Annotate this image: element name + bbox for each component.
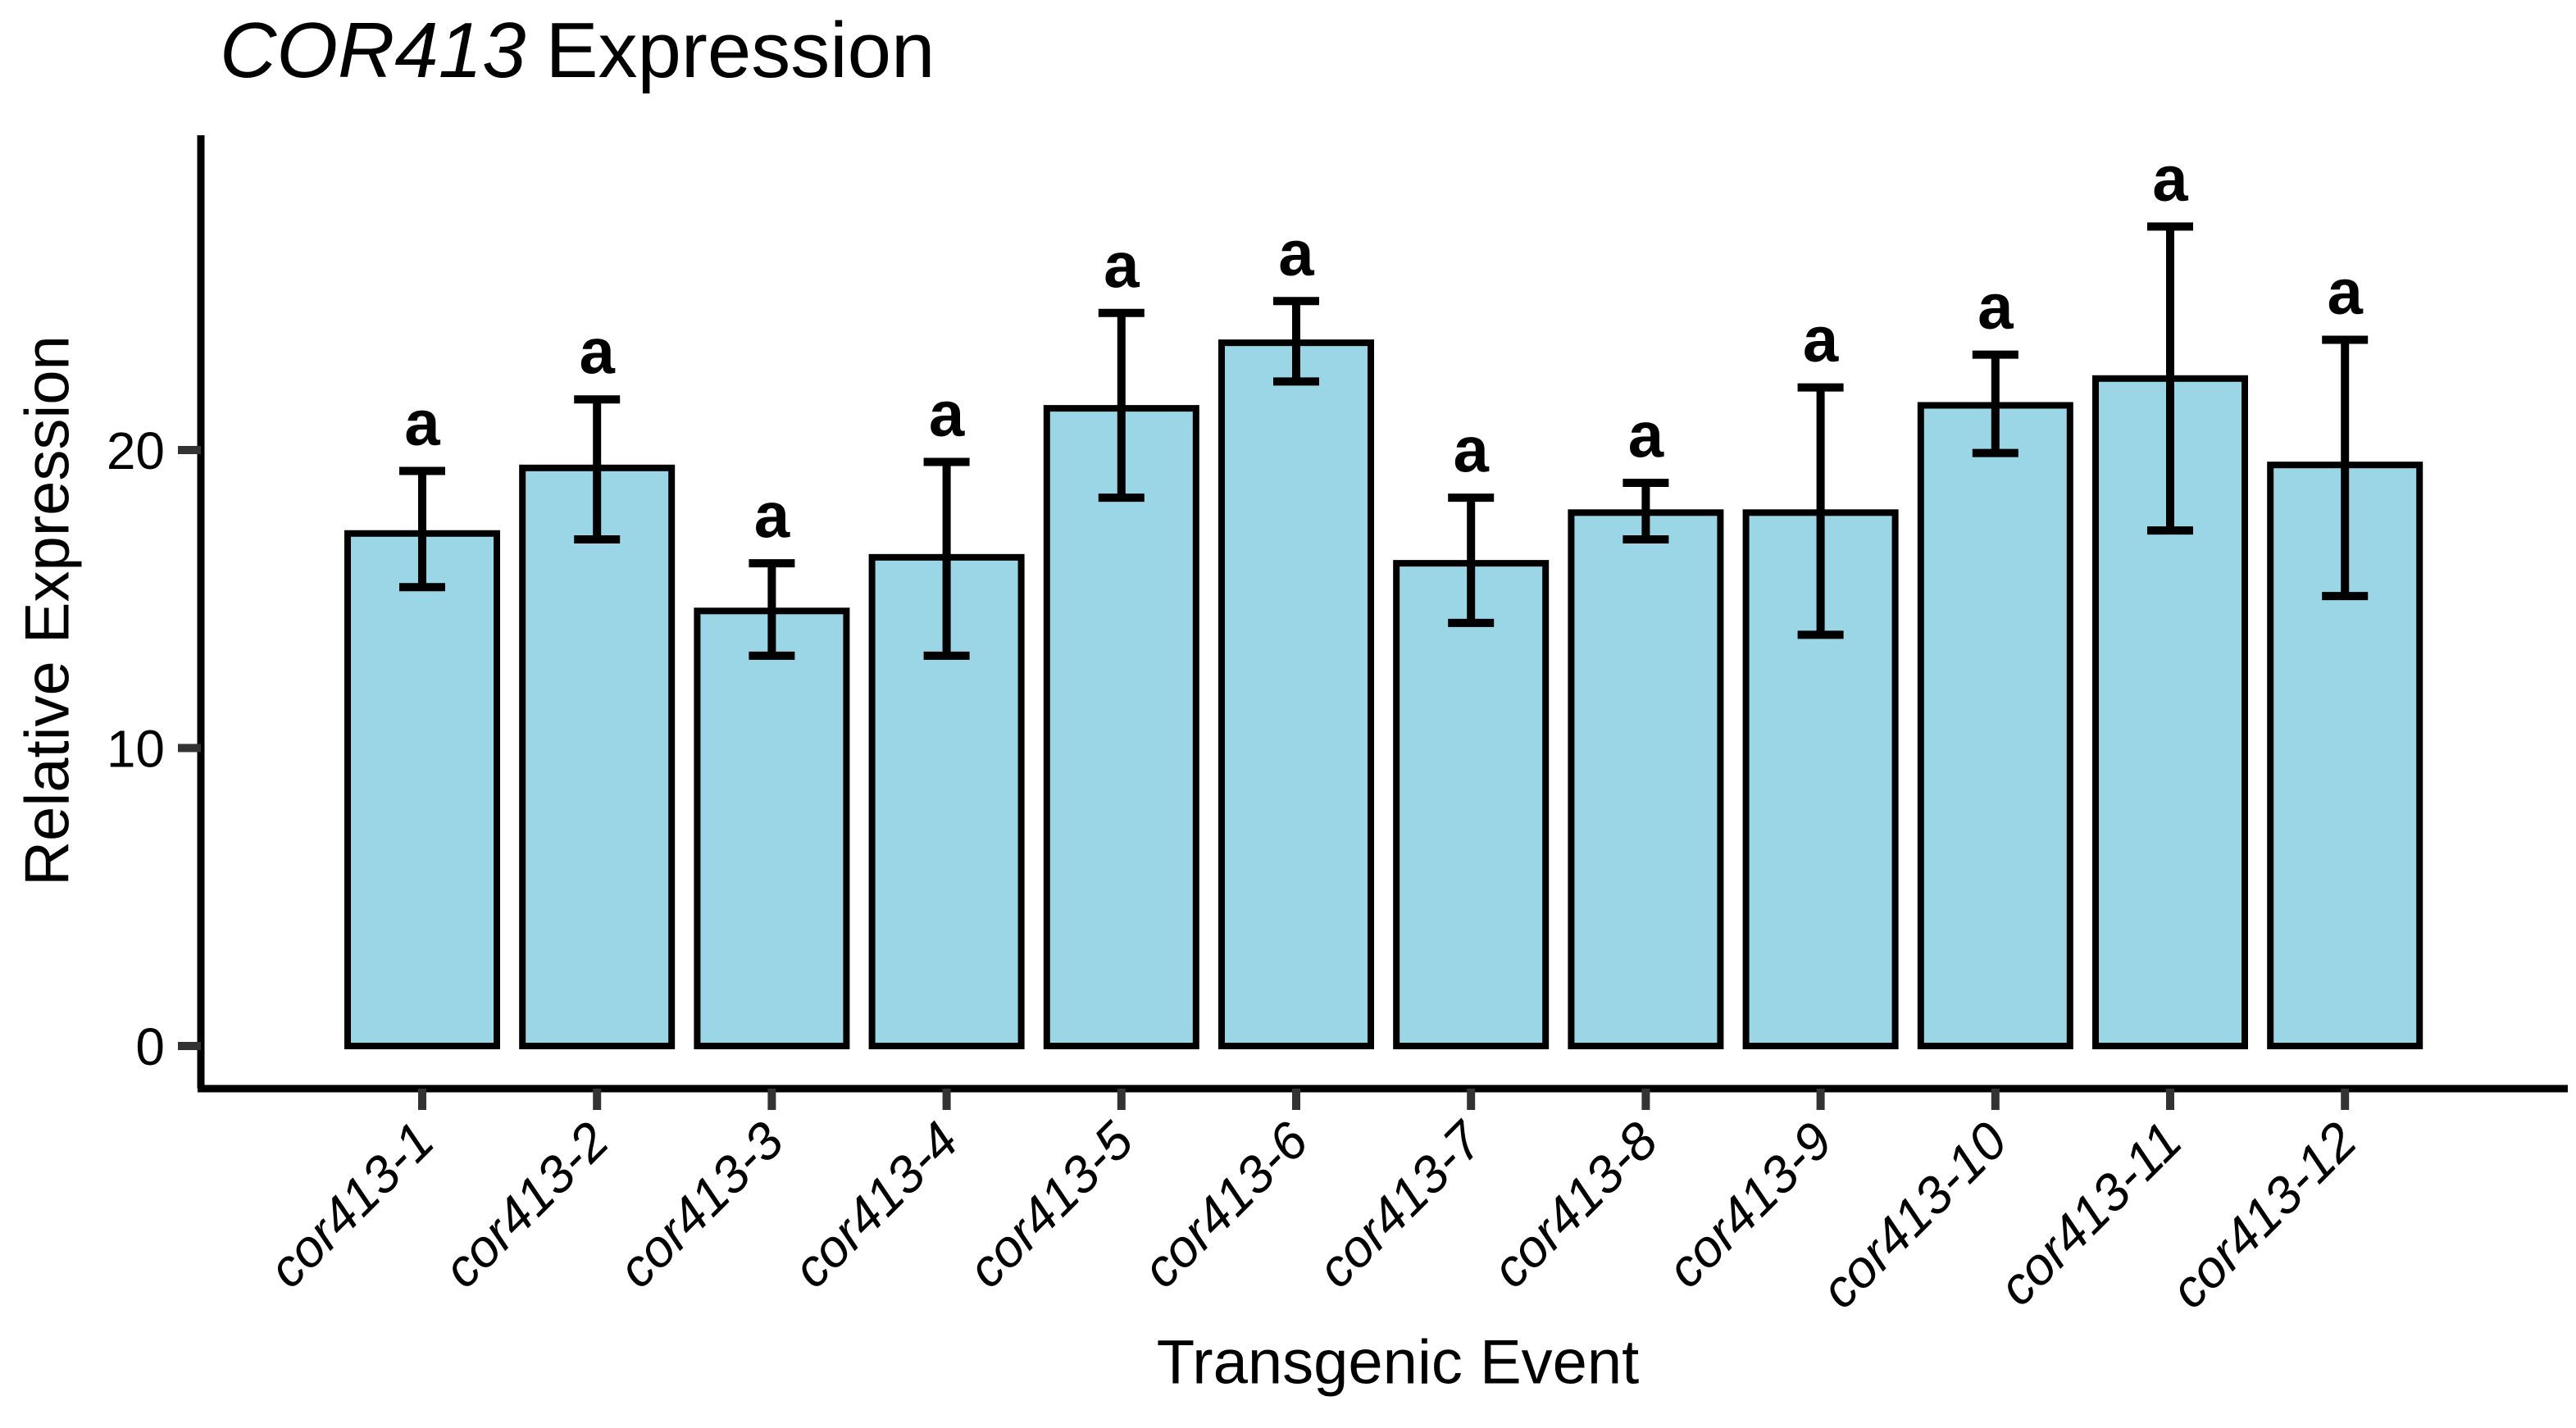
significance-label-cor413-10: a — [1978, 271, 2014, 343]
bar-cor413-10 — [1917, 402, 2073, 1050]
y-tick-label: 0 — [135, 1017, 165, 1076]
bar-cor413-3 — [694, 607, 850, 1049]
significance-label-cor413-11: a — [2152, 142, 2188, 214]
bar-cor413-6 — [1218, 339, 1374, 1049]
bar-cor413-1 — [344, 530, 500, 1049]
significance-label-cor413-8: a — [1628, 398, 1664, 471]
bar-cor413-11 — [2092, 375, 2248, 1049]
bar-cor413-8 — [1568, 509, 1724, 1049]
x-tick-label-cor413-10: cor413-10 — [1809, 1111, 2018, 1320]
significance-label-cor413-6: a — [1278, 216, 1314, 289]
significance-label-cor413-9: a — [1803, 303, 1839, 375]
y-tick-label: 20 — [107, 421, 165, 480]
x-tick-label-cor413-11: cor413-11 — [1987, 1111, 2193, 1317]
x-tick-label-cor413-4: cor413-4 — [781, 1111, 970, 1299]
bar-cor413-5 — [1043, 405, 1199, 1049]
x-tick-label-cor413-7: cor413-7 — [1306, 1109, 1495, 1298]
bar-cor413-7 — [1393, 560, 1550, 1049]
y-tick-label: 10 — [107, 720, 165, 779]
x-tick-label-cor413-3: cor413-3 — [607, 1111, 795, 1299]
significance-label-cor413-3: a — [754, 479, 790, 551]
x-axis-title: Transgenic Event — [1156, 1327, 1640, 1398]
significance-label-cor413-5: a — [1104, 229, 1140, 301]
x-tick-label-cor413-5: cor413-5 — [956, 1111, 1145, 1299]
chart-title-gene: COR413 — [220, 7, 526, 94]
x-tick-label-cor413-6: cor413-6 — [1131, 1111, 1319, 1299]
significance-label-cor413-2: a — [580, 315, 616, 387]
significance-label-cor413-4: a — [929, 378, 965, 450]
chart-title-rest: Expression — [545, 7, 935, 94]
significance-label-cor413-1: a — [404, 386, 440, 458]
x-tick-label-cor413-1: cor413-1 — [257, 1111, 445, 1299]
significance-label-cor413-12: a — [2328, 256, 2364, 328]
bar-cor413-2 — [519, 464, 676, 1049]
x-tick-label-cor413-8: cor413-8 — [1481, 1111, 1669, 1299]
significance-label-cor413-7: a — [1454, 413, 1490, 485]
bar-cor413-4 — [868, 553, 1025, 1049]
chart-title: COR413 Expression — [220, 7, 935, 94]
x-tick-label-cor413-2: cor413-2 — [432, 1111, 621, 1299]
x-tick-label-cor413-12: cor413-12 — [2159, 1111, 2368, 1320]
x-tick-label-cor413-9: cor413-9 — [1655, 1111, 1844, 1299]
